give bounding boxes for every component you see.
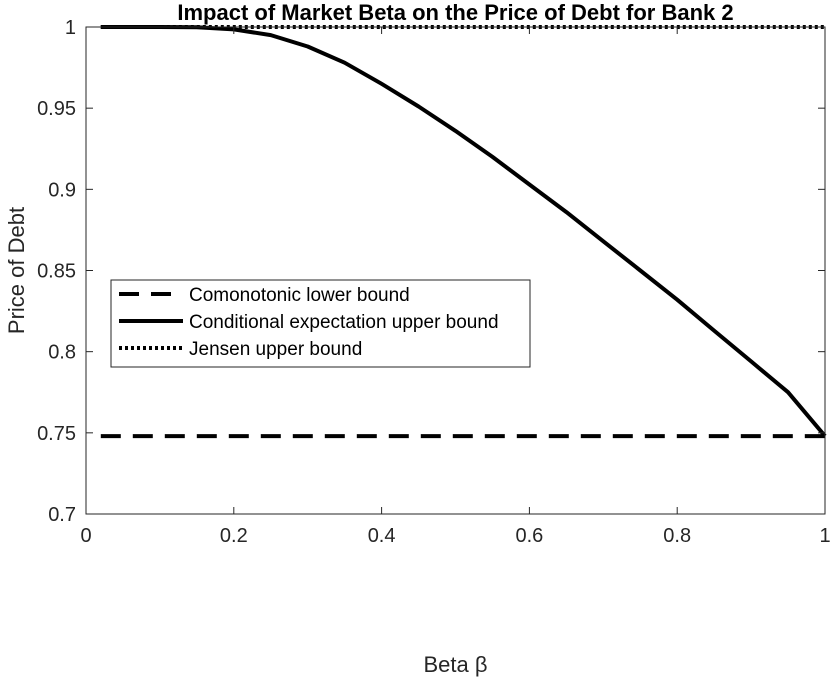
x-tick-label: 0.4: [368, 525, 396, 547]
chart-title: Impact of Market Beta on the Price of De…: [177, 0, 733, 25]
y-tick-label: 0.95: [37, 98, 76, 120]
ticks-layer: 0 0.2 0.4 0.6 0.8 1 0.7 0.75 0.8 0.85 0.9 0.95 1: [37, 17, 830, 547]
y-axis-label: Price of Debt: [4, 207, 29, 334]
plot-background: [86, 27, 825, 514]
legend-label-2: Conditional expectation upper bound: [189, 312, 499, 333]
y-tick-label: 0.8: [48, 342, 76, 364]
y-tick-label: 1: [65, 17, 76, 39]
y-tick-label: 0.75: [37, 423, 76, 445]
x-tick-label: 1: [819, 525, 830, 547]
x-tick-label: 0.2: [220, 525, 248, 547]
x-tick-label: 0.6: [515, 525, 543, 547]
y-tick-label: 0.9: [48, 179, 76, 201]
y-tick-label: 0.85: [37, 261, 76, 283]
legend: Comonotonic lower bound Conditional expec…: [110, 279, 531, 368]
legend-label-1: Comonotonic lower bound: [189, 285, 410, 306]
legend-box: [110, 279, 531, 368]
series-line-2: [100, 25, 827, 438]
legend-label-3: Jensen upper bound: [189, 339, 362, 360]
y-tick-label: 0.7: [48, 504, 76, 526]
x-tick-label: 0: [80, 525, 91, 547]
x-tick-label: 0.8: [663, 525, 691, 547]
x-axis-label: Beta β: [423, 652, 487, 677]
